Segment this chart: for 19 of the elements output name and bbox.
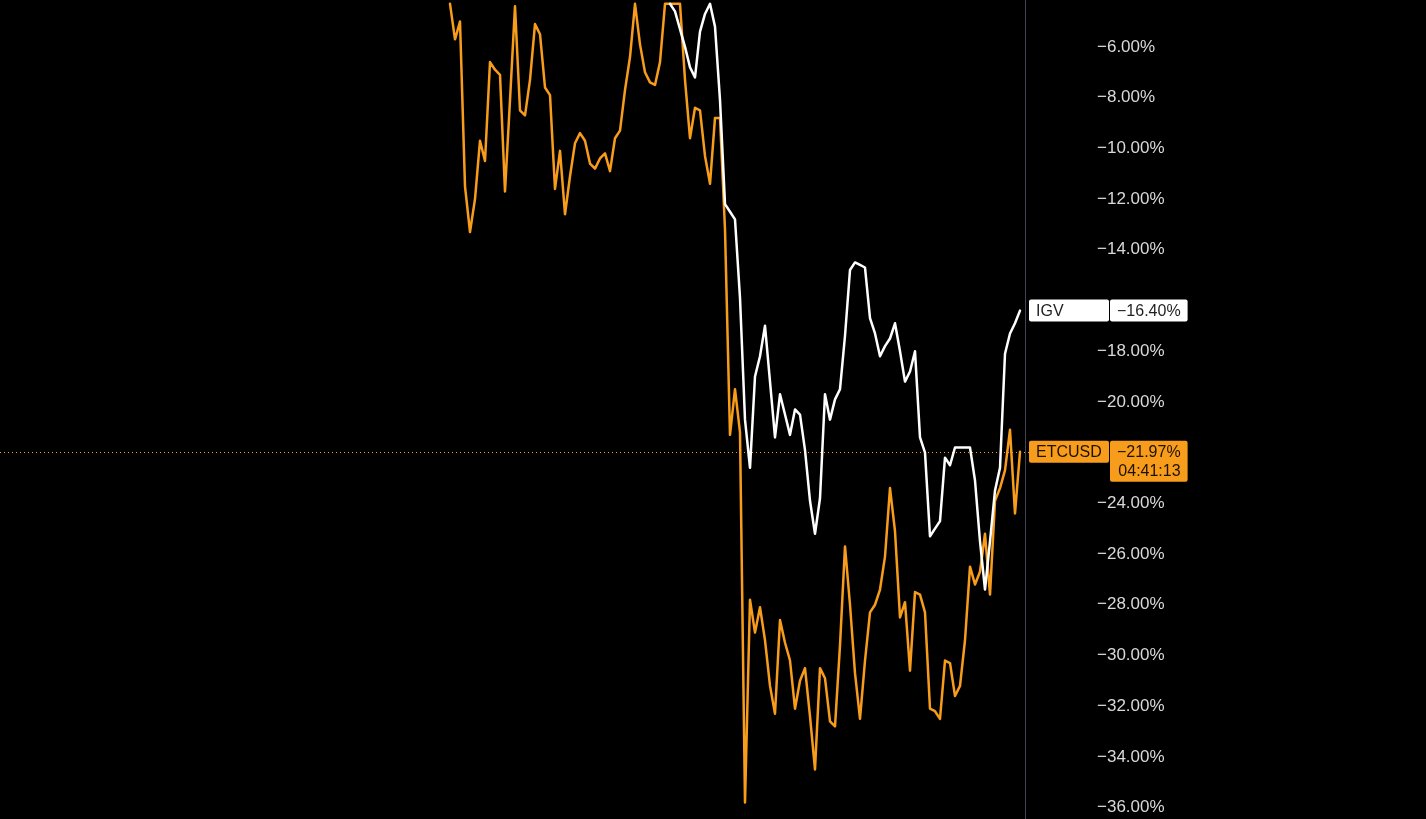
ref-line-label: −21.97% [1117,443,1181,461]
y-tick-label: −24.00% [1097,493,1165,512]
y-tick-label: −30.00% [1097,645,1165,665]
y-tick-label: −36.00% [1097,797,1165,817]
y-tick-label: −10.00% [1097,138,1165,158]
y-tick-label: −28.00% [1097,594,1165,614]
text: −16.40% [1117,302,1181,320]
text: 04:41:13 [1118,462,1181,480]
y-tick-label: −20.00% [1097,391,1165,411]
y-tick-label: −32.00% [1097,695,1165,715]
y-tick-label: −18.00% [1097,340,1165,360]
series-label: ETCUSD [1036,443,1102,461]
y-tick-label: −8.00% [1097,87,1156,107]
y-tick-label: −26.00% [1097,543,1165,563]
y-tick-label: −12.00% [1097,188,1165,208]
y-tick-label: −6.00% [1097,36,1156,56]
y-tick-label: −14.00% [1097,239,1165,259]
y-tick-label: −34.00% [1097,746,1165,766]
series-label: IGV [1036,302,1064,320]
